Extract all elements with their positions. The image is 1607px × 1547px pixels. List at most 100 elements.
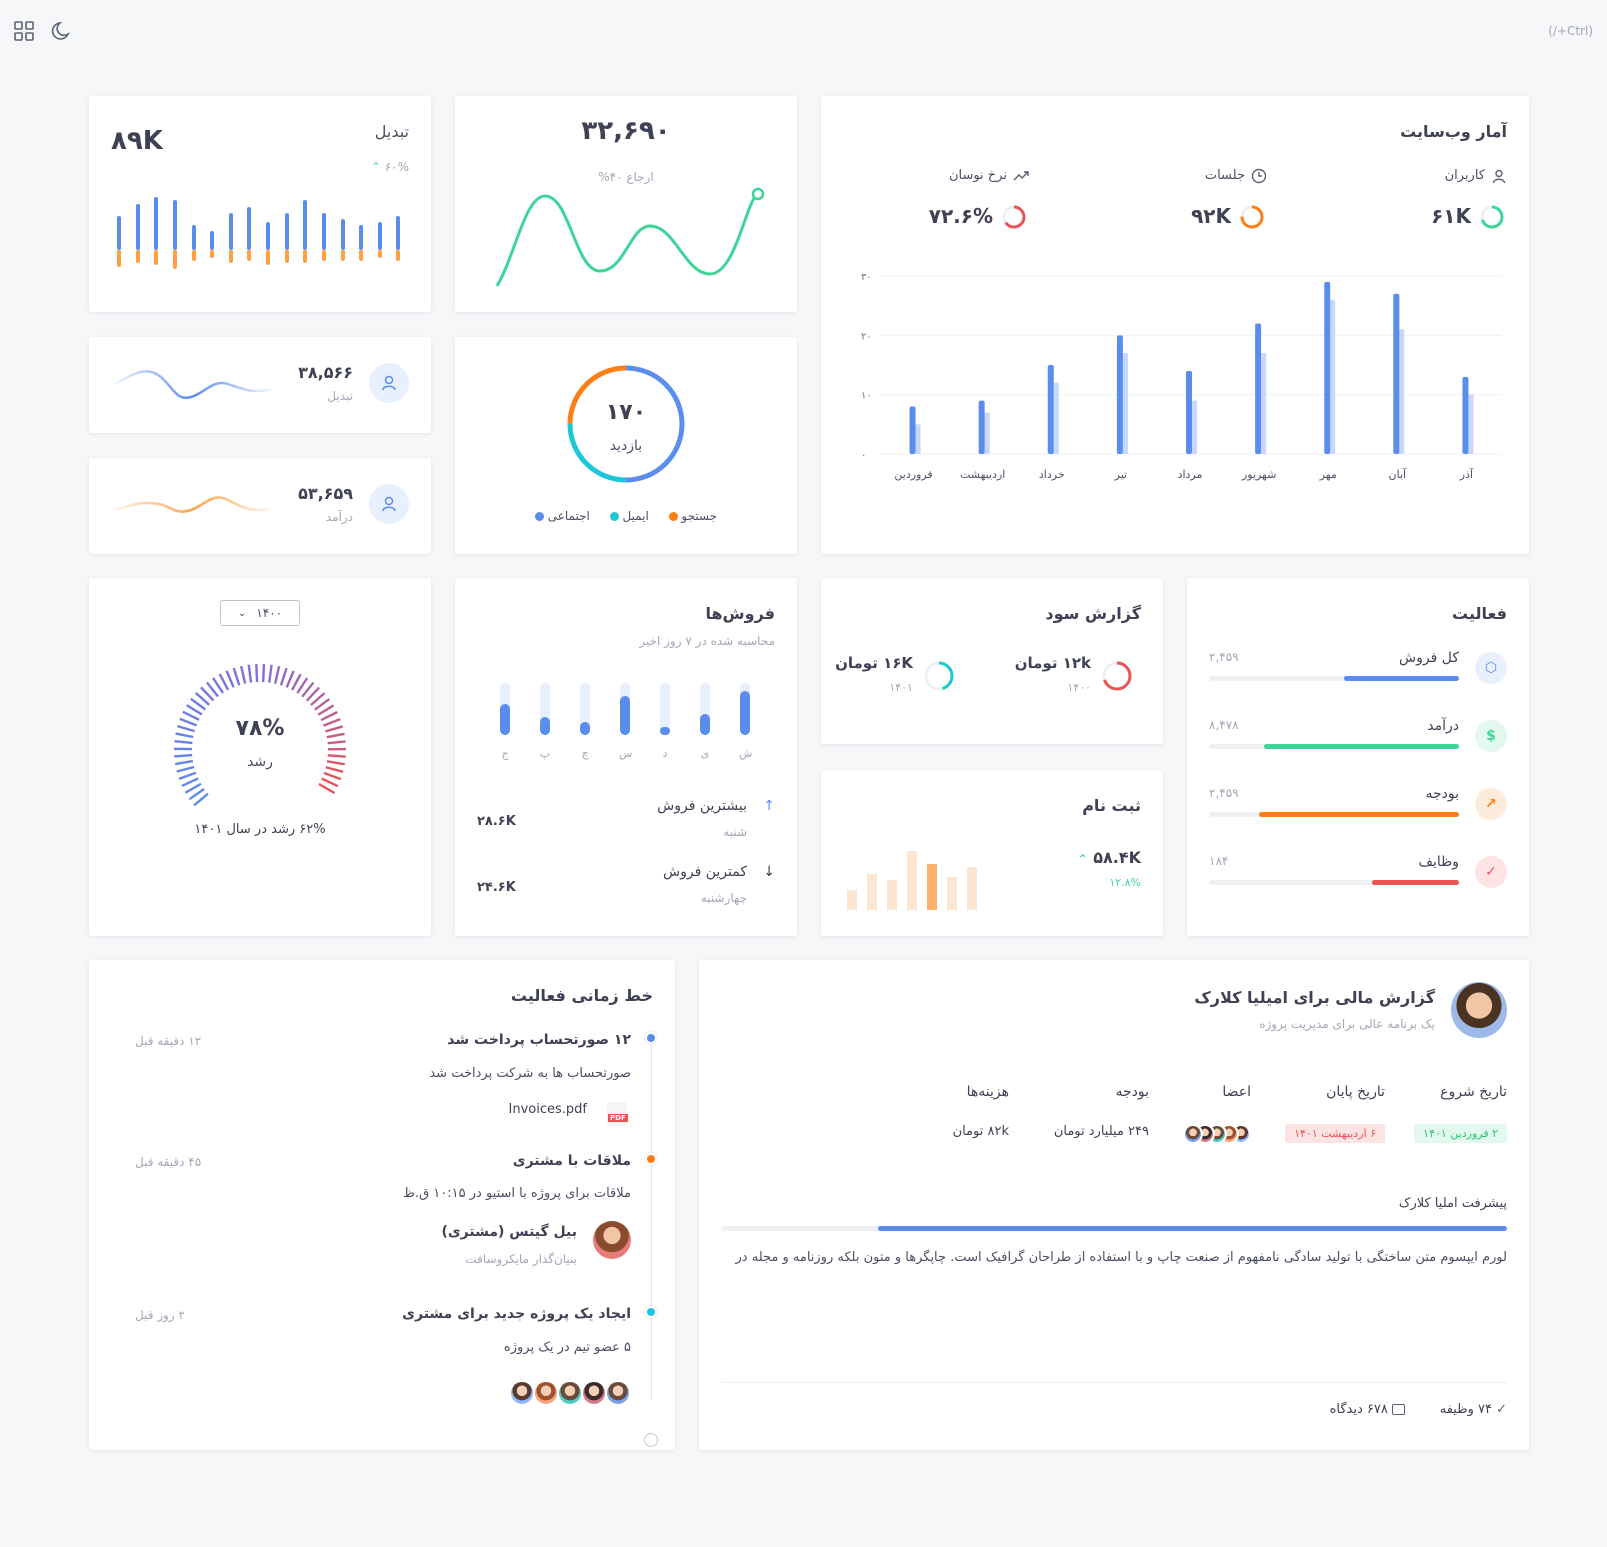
chart-bar-light [1399, 329, 1405, 454]
gauge-tick [177, 724, 196, 733]
col-start-date: تاریخ شروع [1440, 1084, 1507, 1100]
moon-icon[interactable] [51, 20, 73, 42]
gauge-tick [320, 711, 338, 722]
chart-bar-light [915, 424, 921, 454]
worst-sale-label: کمترین فروش [663, 864, 747, 880]
x-tick-label: آذر [1459, 467, 1474, 481]
conversion-bar-blue [321, 212, 326, 250]
search-shortcut[interactable]: (/+Ctrl) [1548, 24, 1593, 38]
gauge-tick [261, 664, 266, 683]
website-stats-chart: ۰ ۱۰ ۲۰ ۳۰ فروردین اردیبهشت خرداد تیر مرداد شهریو… [861, 272, 1501, 481]
year-select-value: ۱۴۰۰ [256, 606, 283, 620]
up-icon: ⌃ [1077, 852, 1088, 866]
profit-year: ۱۴۰۱ [889, 681, 913, 694]
conversion-bar-orange [154, 250, 159, 265]
best-sale-day: شنبه [723, 825, 747, 839]
activity-value: ۲,۴۵۹ [1209, 650, 1239, 664]
growth-percent: ۷۸% [235, 716, 285, 741]
returns-subtitle: ارجاع ۴۰% [598, 170, 654, 184]
client-avatar [593, 1221, 631, 1259]
day-label: س [619, 747, 633, 760]
visits-legend: جستجو ایمیل اجتماعی [455, 509, 797, 523]
signup-bar [927, 863, 937, 910]
y-tick-label: ۲۰ [861, 331, 872, 342]
worst-sale-value: ۲۴.۶K [477, 880, 516, 895]
legend-label: ایمیل [618, 509, 653, 523]
conversion-bar-blue [247, 206, 252, 250]
gauge-tick [321, 777, 339, 788]
gauge-tick [188, 787, 205, 801]
gauge-tick [176, 765, 195, 773]
user-icon [1492, 169, 1506, 184]
conversion-bar-blue [303, 200, 308, 250]
conversion-delta: ۶۰% [384, 160, 409, 174]
chart-bar [1462, 376, 1469, 454]
chart-bar [1116, 335, 1123, 454]
conversion-bar-blue [359, 225, 364, 250]
mini-stat-value: ۵۳,۶۵۹ [298, 484, 353, 503]
day-label: ج [501, 747, 509, 760]
conversion-bar-orange [135, 250, 140, 263]
event-time: ۲ روز قبل [135, 1308, 185, 1322]
gauge-tick [205, 681, 219, 698]
budget-value: ۲۴۹ میلیارد تومان [1053, 1124, 1149, 1139]
mini-wave-conversion [114, 370, 272, 400]
sales-bar [660, 727, 670, 735]
legend-dot [534, 512, 544, 521]
conversion-bars [111, 186, 409, 296]
mini-stat-label: تبدیل [327, 389, 353, 403]
gauge-tick [301, 681, 315, 698]
visits-label: بازدید [609, 438, 643, 454]
conversion-bar-blue [191, 225, 196, 250]
cost-value: ۸۲k تومان [952, 1124, 1009, 1139]
activity-label: وظایف [1418, 854, 1459, 870]
conversion-bar-blue [396, 215, 401, 250]
progress-label: پیشرفت املیا کلارک [1398, 1196, 1507, 1211]
sales-bar [580, 722, 590, 735]
end-date-chip: ۶ اردیبهشت ۱۴۰۱ [1285, 1124, 1385, 1143]
invoice-file-link[interactable]: Invoices.pdf [508, 1102, 587, 1117]
year-select[interactable]: ⌄ ۱۴۰۰ [220, 600, 300, 626]
gauge-tick [323, 771, 342, 781]
gauge-tick [317, 704, 335, 716]
signup-bar [887, 880, 897, 910]
gauge-tick [190, 697, 207, 711]
conversion-bar-blue [340, 219, 345, 250]
signup-bar [907, 850, 917, 910]
grid-icon[interactable] [13, 20, 35, 42]
timeline-dot [645, 1153, 657, 1165]
activity-progress-track [1209, 676, 1459, 681]
conversion-bar-orange [359, 250, 364, 261]
chart-bar-light [1261, 353, 1267, 454]
activity-value: ۱۸۴ [1209, 854, 1229, 868]
gauge-tick [318, 782, 336, 795]
chart-bar-light [1330, 299, 1336, 454]
metric-value: ۷۲.۶% [928, 204, 993, 228]
profit-year: ۱۴۰۰ [1067, 681, 1091, 694]
chevron-down-icon: ⌄ [237, 607, 247, 619]
pdf-icon[interactable]: PDF [607, 1102, 628, 1126]
col-costs: هزینه‌ها [966, 1084, 1009, 1100]
metric-ring [1240, 205, 1264, 229]
sales-bar [500, 703, 510, 735]
signup-bars [847, 840, 987, 910]
report-progress-fill [878, 1226, 1507, 1231]
conversion-bar-orange [228, 250, 233, 263]
metric-label: جلسات [1204, 168, 1245, 183]
metric-label: نرخ نوسان [948, 168, 1007, 183]
client-role: بنیان‌گذار مایکروسافت [465, 1252, 577, 1266]
y-tick-label: ۳۰ [861, 272, 872, 283]
conversion-bar-blue [154, 197, 159, 250]
conversion-bar-blue [135, 203, 140, 250]
trending-icon: ↗ [1475, 788, 1507, 820]
legend-item: جستجو [668, 509, 717, 523]
x-tick-label: تیر [1114, 468, 1127, 481]
sales-bar [740, 690, 750, 735]
conversion-bar-blue [210, 231, 215, 250]
conversion-bar-orange [266, 250, 270, 265]
signup-delta: ۱۲.۸% [1109, 876, 1141, 889]
gauge-tick [327, 754, 346, 758]
worst-sale-day: چهارشنبه [700, 891, 747, 905]
gauge-tick [247, 664, 253, 683]
arrow-down-icon: ↓ [763, 864, 775, 880]
